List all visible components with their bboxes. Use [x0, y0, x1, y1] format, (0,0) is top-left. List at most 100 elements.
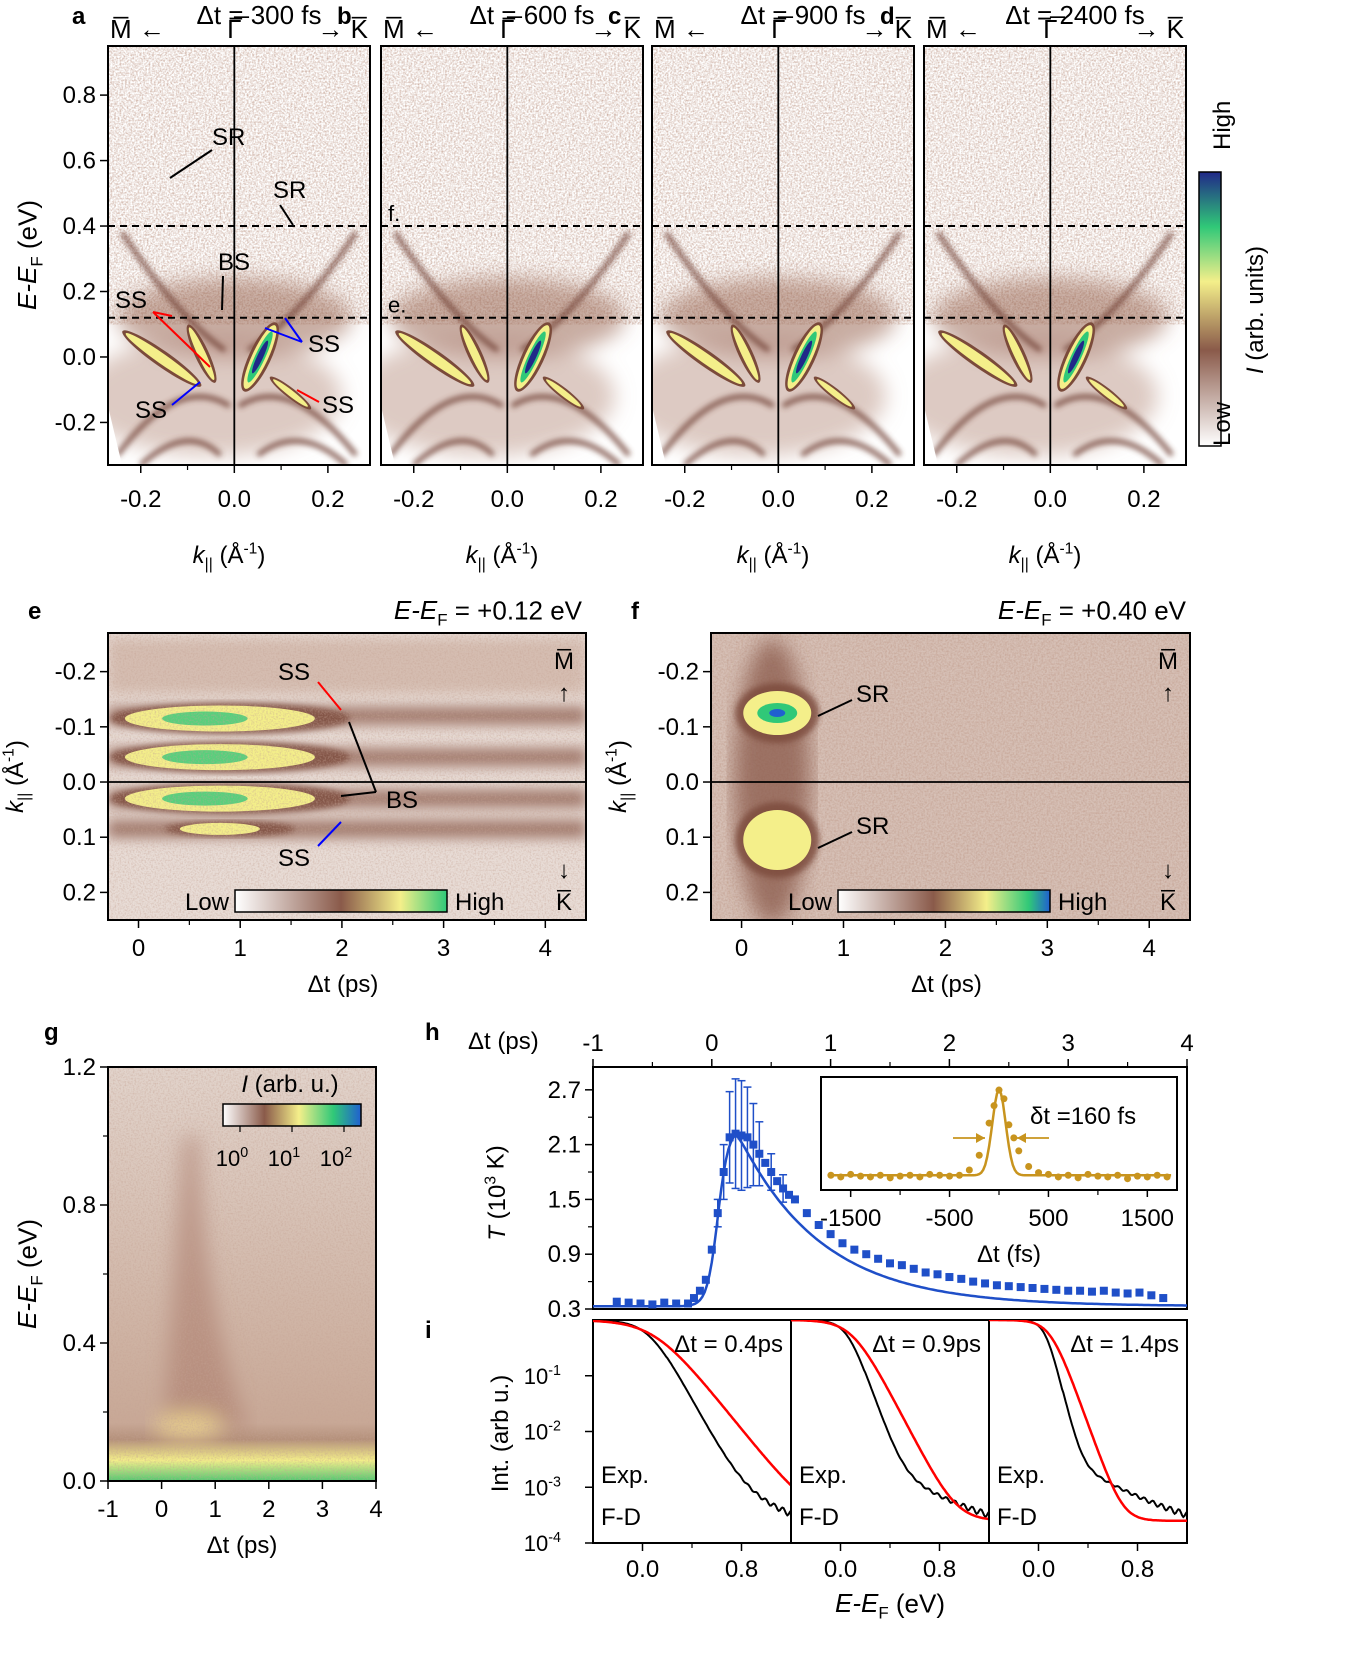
data-point	[981, 1279, 990, 1288]
inset-point	[827, 1171, 835, 1179]
inset-point	[975, 1151, 983, 1159]
data-point	[826, 1230, 835, 1239]
inset-point	[847, 1170, 855, 1178]
y-tick-label: -0.1	[55, 714, 96, 741]
panel-f: 0 1 2 3 4 -0.2 -0.1 0.0 0.1 0.2 Δt (ps) k|| (Å-1) E-…	[603, 595, 1191, 998]
legend-exp: Exp.	[601, 1462, 649, 1489]
fwhm-arrowhead	[1017, 1133, 1026, 1143]
surface-states	[666, 322, 856, 410]
y-tick-label: 0.9	[548, 1241, 581, 1268]
band	[1072, 438, 1165, 465]
panel-e: 0 1 2 3 4 -0.2 -0.1 0.0 0.1 0.2 Δt (ps) k|| (Å-1) E-…	[0, 595, 587, 998]
colorbar-label: I (arb. units)	[1242, 246, 1269, 374]
surface-states	[122, 322, 312, 410]
x-axis-label: k|| (Å-1)	[466, 540, 539, 573]
ss-band-right	[1089, 379, 1124, 407]
data-point	[909, 1264, 918, 1273]
y-tick-label: 0.1	[63, 824, 96, 851]
data-point	[1076, 1286, 1085, 1295]
ss-band-left-2	[1004, 327, 1031, 381]
data-point	[684, 1299, 693, 1308]
inset-point	[916, 1173, 924, 1181]
annotations-f: SR SR	[817, 681, 889, 849]
colorbar-low: Low	[185, 889, 230, 916]
inset-point	[886, 1174, 894, 1182]
data-point	[886, 1259, 894, 1268]
annotation-sr: SR	[856, 813, 889, 840]
data-point	[612, 1297, 621, 1306]
annotation-leader	[317, 681, 342, 711]
panel-b: f.e.-0.2 0.0 0.2k|| (Å-1)M̅ ← Γ̅ → K̅Δt = 60…	[337, 0, 644, 573]
band	[256, 438, 349, 465]
right-label-k: K̅	[556, 889, 572, 916]
x-tick-label: 0.2	[584, 486, 617, 513]
ss-band-left-2	[461, 327, 488, 381]
x-tick-label: -0.2	[393, 486, 434, 513]
x-tick-label: 0.0	[218, 486, 251, 513]
panel-i: i 0.0 0.8 10-1 10-2 10-3 10-4 Δt = 0.4ps Exp. F-D…	[425, 1317, 1188, 1623]
ss-band-left-2	[732, 327, 759, 381]
annotation-leader	[817, 831, 853, 849]
panel-a: -0.2 0.0 0.2 -0.2 0.0 0.2 0.4 0.6 0.8 k|| (Å-1) M̅…	[55, 0, 371, 573]
x-tick-label: 3	[316, 1496, 329, 1523]
data-point	[969, 1277, 978, 1286]
data-point	[731, 1129, 740, 1138]
panel-title: E-EF = +0.40 eV	[998, 595, 1187, 630]
band	[931, 394, 1047, 457]
ss-band-left	[125, 333, 198, 385]
x-axis-label: Δt (ps)	[207, 1532, 278, 1559]
inset-point	[1104, 1173, 1112, 1181]
heatmap-image	[924, 46, 1186, 465]
x-tick-label: 2	[943, 1030, 956, 1057]
inset-point	[1000, 1095, 1008, 1103]
y-tick-label: 0.4	[63, 1330, 96, 1357]
panel-c: -0.2 0.0 0.2k|| (Å-1)M̅ ← Γ̅ → K̅Δt = 900 fs…	[608, 0, 915, 573]
x-tick-label: 0.0	[626, 1556, 659, 1583]
data-point	[737, 1131, 746, 1140]
x-tick-label: 0.0	[1022, 1556, 1055, 1583]
x-axis-label: k|| (Å-1)	[193, 540, 266, 573]
x-tick-label: 1	[234, 935, 247, 962]
data-point	[1111, 1288, 1120, 1297]
data-point	[862, 1250, 871, 1259]
panel-letter: h	[425, 1019, 440, 1046]
inset-point	[985, 1119, 993, 1127]
x-tick-label: 1	[824, 1030, 837, 1057]
y-axis-label-a: E-EF (eV)	[12, 200, 47, 310]
inset-annotation: δt =160 fs	[1030, 1103, 1136, 1130]
y-tick-label: 0.0	[63, 1468, 96, 1495]
frame	[651, 45, 915, 466]
x-tick-label: 2	[262, 1496, 275, 1523]
x-tick-label: 0.0	[491, 486, 524, 513]
band	[659, 394, 775, 457]
right-label-arrow: ↑	[558, 680, 570, 707]
panel-letter: e	[28, 598, 41, 625]
annotations-a: SR SR BS SS SS SS SS	[115, 124, 354, 424]
annotation-leader	[152, 311, 211, 368]
corner	[652, 406, 666, 465]
inset-point	[1064, 1171, 1072, 1179]
x-tick-label: 1	[209, 1496, 222, 1523]
colorbar-gradient	[837, 889, 1051, 913]
subpanel-i-2: 0.0 0.8 Δt = 0.9ps Exp. F-D	[790, 1319, 990, 1583]
annotation-ss: SS	[278, 845, 310, 872]
dashed-label: f.	[388, 201, 400, 226]
y-tick-label: 0.2	[666, 879, 699, 906]
annotation-sr: SR	[856, 681, 889, 708]
band	[800, 438, 893, 465]
right-label-m: M̅	[554, 648, 574, 675]
y-axis-label: Int. (arb u.)	[487, 1375, 514, 1492]
inset-point	[1010, 1134, 1018, 1142]
corner	[381, 406, 395, 465]
inset-point	[876, 1171, 884, 1179]
inset-x-tick-label: -1500	[820, 1205, 881, 1232]
frame	[923, 45, 1187, 466]
frame	[592, 1319, 792, 1544]
panel-title: Δt = 300 fs	[196, 0, 321, 30]
data-point	[1135, 1288, 1144, 1297]
curves	[791, 1320, 989, 1521]
y-tick-label: 0.0	[63, 344, 96, 371]
inset-point	[990, 1102, 998, 1110]
surface-states	[395, 322, 585, 410]
